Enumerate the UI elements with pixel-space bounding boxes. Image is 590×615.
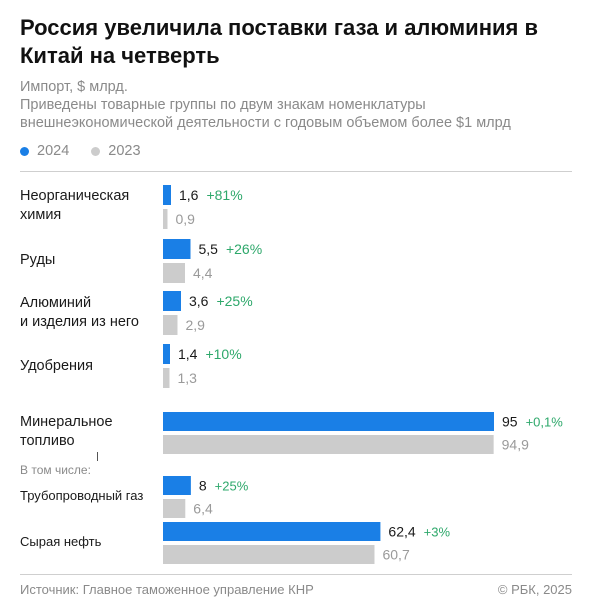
category-label-fuel-line-2: топливо xyxy=(20,433,75,449)
value-label-2024-0-3: 1,4 xyxy=(178,346,198,362)
category-label-fuel: Минеральное топливо xyxy=(20,413,113,451)
legend-dot-2024 xyxy=(20,146,29,156)
subtitle-note-line-1: Приведены товарные группы по двум знакам… xyxy=(20,97,426,113)
including-caption: В том числе: xyxy=(20,463,91,477)
category-label-chemistry: Неорганическая химия xyxy=(20,188,130,223)
category-label-aluminum-line-2: и изделия из него xyxy=(20,314,139,330)
change-label-1-1: +25% xyxy=(215,479,249,494)
bar-2024-0-1 xyxy=(163,239,191,259)
bar-2023-1-2 xyxy=(163,545,375,564)
legend-label-2023: 2023 xyxy=(108,143,141,159)
category-label-aluminum-line-1: Алюминий xyxy=(20,295,92,311)
category-label-ores: Руды xyxy=(20,252,56,268)
legend-item-2024: 2024 xyxy=(20,143,69,159)
bar-2023-1-0 xyxy=(163,435,494,454)
legend: 2024 2023 xyxy=(20,143,163,159)
category-label-crude-oil: Сырая нефть xyxy=(20,534,102,549)
bar-2023-0-2 xyxy=(163,315,178,335)
bar-2023-0-1 xyxy=(163,263,185,283)
category-label-fuel-line-1: Минеральное xyxy=(20,414,113,430)
category-label-fertilizers: Удобрения xyxy=(20,358,93,374)
change-label-1-0: +0,1% xyxy=(526,415,564,430)
bar-2023-0-0 xyxy=(163,209,168,229)
category-label-pipeline-gas: Трубопроводный газ xyxy=(20,488,144,503)
category-label-aluminum: Алюминий и изделия из него xyxy=(20,294,139,332)
value-label-2024-0-2: 3,6 xyxy=(189,293,209,309)
change-label-0-3: +10% xyxy=(205,346,241,362)
bottom-divider xyxy=(20,574,572,575)
breakdown-connector xyxy=(97,452,98,461)
value-label-2024-0-0: 1,6 xyxy=(179,187,199,203)
value-label-2023-1-1: 6,4 xyxy=(193,501,213,517)
bar-2024-1-1 xyxy=(163,476,191,495)
value-label-2023-1-2: 60,7 xyxy=(382,547,409,563)
source-note: Источник: Главное таможенное управление … xyxy=(20,582,314,597)
value-label-2024-1-2: 62,4 xyxy=(388,524,415,540)
bar-2024-0-2 xyxy=(163,291,181,311)
value-label-2024-1-0: 95 xyxy=(502,414,518,430)
subtitle-note-line-2: внешнеэкономической деятельности с годов… xyxy=(20,115,511,131)
value-label-2023-0-1: 4,4 xyxy=(193,265,213,281)
bar-2024-0-0 xyxy=(163,185,171,205)
subtitle-units: Импорт, $ млрд. xyxy=(20,79,128,95)
chart-title: Россия увеличила поставки газа и алюмини… xyxy=(20,15,538,68)
legend-dot-2023 xyxy=(91,146,101,156)
bar-2023-1-1 xyxy=(163,499,186,518)
change-label-0-0: +81% xyxy=(206,187,242,203)
value-label-2024-0-1: 5,5 xyxy=(199,241,219,257)
change-label-1-2: +3% xyxy=(424,525,451,540)
legend-label-2024: 2024 xyxy=(37,143,70,159)
value-label-2024-1-1: 8 xyxy=(199,478,207,494)
legend-item-2023: 2023 xyxy=(91,143,141,159)
bar-2024-0-3 xyxy=(163,344,170,364)
copyright: © РБК, 2025 xyxy=(497,582,572,597)
change-label-0-1: +26% xyxy=(226,241,262,257)
footer: Источник: Главное таможенное управление … xyxy=(20,582,572,597)
value-label-2023-0-3: 1,3 xyxy=(178,370,198,386)
value-label-2023-0-0: 0,9 xyxy=(176,211,196,227)
chart-subtitle: Импорт, $ млрд. Приведены товарные групп… xyxy=(20,78,580,132)
value-label-2023-1-0: 94,9 xyxy=(502,437,529,453)
top-divider xyxy=(20,171,572,172)
change-label-0-2: +25% xyxy=(216,293,252,309)
value-label-2023-0-2: 2,9 xyxy=(186,317,206,333)
bar-2023-0-3 xyxy=(163,368,170,388)
bar-2024-1-0 xyxy=(163,412,494,431)
bar-2024-1-2 xyxy=(163,522,381,541)
